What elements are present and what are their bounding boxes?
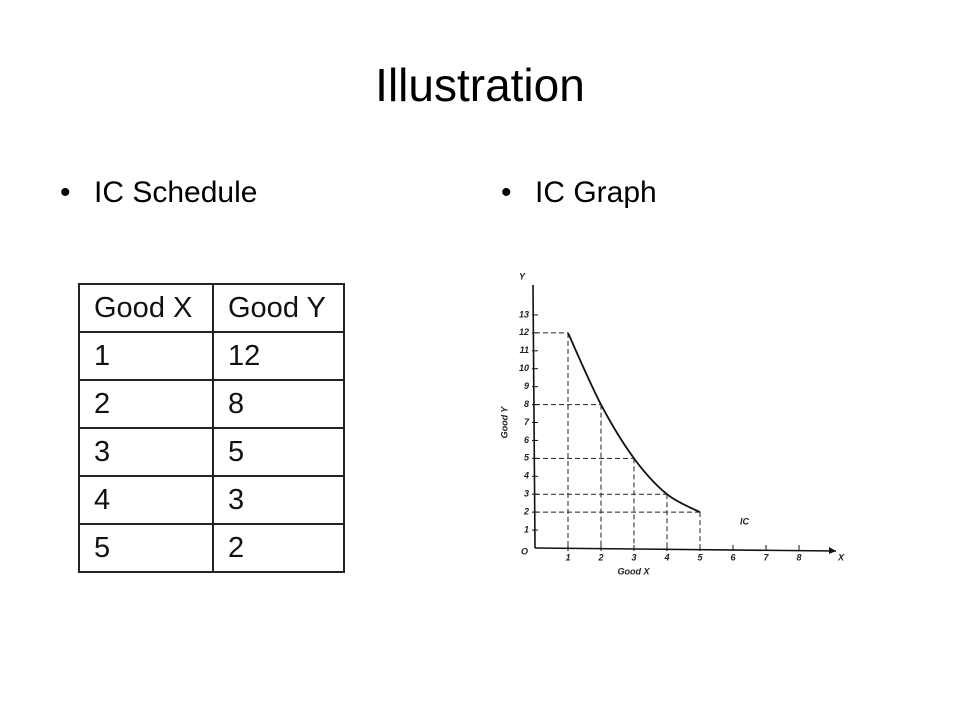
y-tick-label: 5 [524,453,530,463]
y-tick-label: 2 [523,507,529,517]
x-tick-label: 5 [697,552,703,562]
cell: 4 [78,475,214,525]
y-tick-label: 1 [524,524,529,534]
cell: 12 [212,331,345,381]
header-cell: Good X [78,283,214,333]
origin-label: O [521,546,528,556]
x-tick-label: 6 [730,552,736,562]
y-tick-label: 3 [524,489,529,499]
x-axis-label: Good X [618,566,651,576]
cell: 2 [212,523,345,573]
y-tick-label: 6 [524,435,530,445]
curve-label: IC [740,517,750,527]
x-tick-label: 8 [796,552,801,562]
y-tick-label: 8 [524,399,529,409]
cell: 5 [78,523,214,573]
x-arrow [829,547,836,554]
row: 1 12 [78,331,345,381]
y-tick-label: 12 [519,327,529,337]
y-axis-letter: Y [519,271,526,281]
x-tick-label: 3 [631,552,636,562]
x-tick-label: 4 [663,552,669,562]
y-tick-label: 4 [523,471,529,481]
y-tick-label: 7 [524,417,530,427]
cell: 8 [212,379,345,429]
ic-curve [567,332,701,513]
bullet: IC Graph [501,176,657,210]
x-tick-label: 2 [597,552,603,562]
cell: 1 [78,331,214,381]
cell: 3 [78,427,214,477]
y-tick-label: 11 [520,345,529,355]
bullet: IC Schedule [60,176,258,210]
schedule-table: Good X Good Y 1 12 2 8 3 5 4 3 5 2 [78,283,345,573]
y-axis-label: Good Y [499,406,509,439]
x-tick-label: 7 [763,552,769,562]
x-axis [534,547,837,552]
slide-title: Illustration [375,59,585,111]
y-tick-label: 10 [519,363,529,373]
header-row: Good X Good Y [78,283,345,333]
y-tick-label: 13 [519,309,529,319]
cell: 3 [212,475,345,525]
x-tick-label: 1 [565,552,570,562]
cell: 5 [212,427,345,477]
y-axis [532,284,536,549]
x-axis-letter: X [837,552,845,562]
cell: 2 [78,379,214,429]
header-cell: Good Y [212,283,345,333]
y-tick-label: 9 [524,381,529,391]
